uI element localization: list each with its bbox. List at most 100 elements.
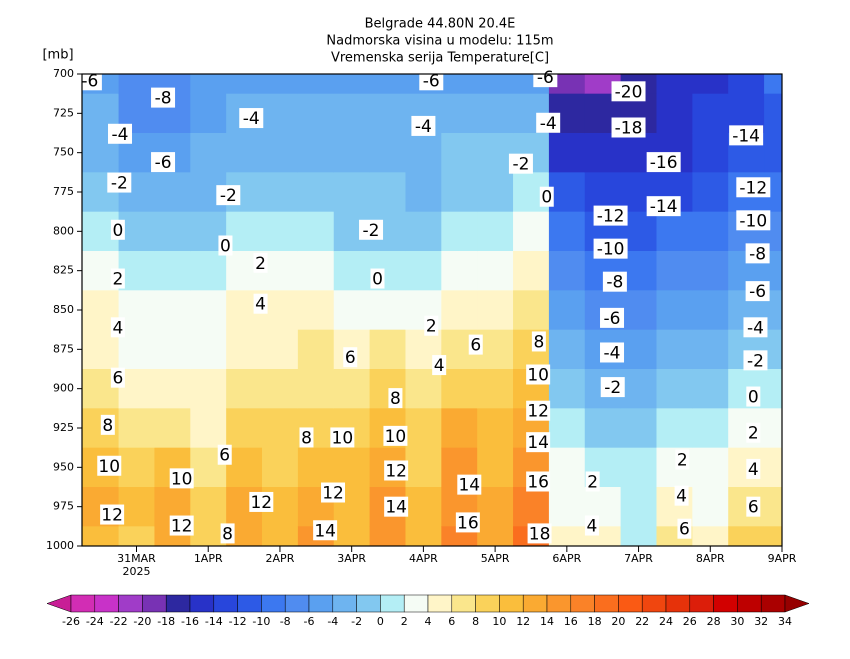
field-cell	[226, 133, 263, 173]
field-cell	[584, 133, 622, 173]
contour-label-bg	[746, 422, 761, 443]
field-cell	[620, 408, 657, 449]
contour-label-bg	[253, 252, 268, 273]
contour-label-bg	[526, 400, 551, 421]
contour-label: 2	[748, 424, 759, 444]
colorbar-box	[737, 594, 762, 613]
colorbar-box	[332, 594, 357, 613]
contour-label: 2	[426, 317, 437, 337]
field-cell	[405, 133, 442, 173]
contour-label: 16	[527, 472, 549, 492]
colorbar-box	[713, 594, 738, 613]
contour-label-bg	[321, 482, 346, 503]
field-cell	[477, 408, 514, 449]
contour-label: 10	[171, 469, 193, 489]
contour-label-bg	[539, 186, 554, 207]
contour-label-bg	[743, 350, 768, 371]
contour-label: -4	[604, 343, 621, 363]
field-cell	[656, 211, 693, 252]
contour-label: 12	[250, 493, 272, 513]
field-cell	[513, 211, 550, 252]
contour-label-bg	[736, 177, 771, 198]
field-cell	[477, 526, 514, 547]
x-tick-label: 4APR	[409, 552, 438, 565]
contour-label: -2	[220, 186, 237, 206]
field-cell	[548, 133, 586, 173]
colorbar-label: -20	[133, 615, 151, 628]
field-cell	[441, 133, 478, 173]
contour-label: 8	[301, 428, 312, 448]
colorbar-box	[308, 594, 334, 613]
field-cell	[262, 526, 299, 547]
contour-label-bg	[151, 87, 176, 108]
colorbar-label: 8	[472, 615, 479, 628]
field-cell	[441, 251, 478, 291]
field-cell	[764, 487, 783, 527]
contour-label-bg	[531, 331, 546, 352]
contour-label-bg	[313, 520, 338, 541]
field-cell	[369, 133, 406, 173]
contour-label: -16	[650, 153, 678, 173]
field-cell	[369, 290, 406, 331]
field-cell	[620, 487, 657, 527]
field-cell	[190, 251, 227, 291]
field-cell	[262, 74, 299, 95]
field-cell	[297, 447, 335, 488]
field-cell	[118, 526, 155, 547]
field-cell	[297, 211, 335, 252]
field-cell	[190, 93, 227, 134]
field-cell	[154, 408, 191, 449]
colorbar-box	[475, 594, 500, 613]
contour-label: 4	[676, 487, 687, 507]
contour-label: 6	[345, 348, 356, 368]
field-cell	[764, 329, 783, 370]
colorbar-label: -4	[327, 615, 338, 628]
field-cell	[548, 74, 586, 95]
colorbar-box	[261, 594, 286, 613]
contour-label: -4	[415, 117, 432, 137]
field-cell	[297, 251, 335, 291]
field-cell	[548, 369, 586, 409]
field-cell	[764, 447, 783, 488]
field-cell	[764, 408, 783, 449]
field-cell	[548, 251, 586, 291]
contour-label-bg	[419, 70, 444, 91]
x-tick-label: 7APR	[624, 552, 653, 565]
colorbar-label: 6	[448, 615, 455, 628]
field-cell	[620, 290, 657, 331]
contour-label: 12	[527, 402, 549, 422]
colorbar-box	[94, 594, 119, 613]
field-cell	[333, 93, 371, 134]
field-cell	[190, 329, 227, 370]
field-cell	[118, 74, 155, 95]
field-cell	[369, 93, 406, 134]
colorbar-arrow	[784, 594, 810, 613]
contour-label-bg	[646, 196, 681, 217]
field-cell	[441, 211, 478, 252]
field-cell	[154, 172, 191, 213]
contour-label-bg	[330, 427, 355, 448]
field-cell	[692, 251, 729, 291]
contour-label: -20	[615, 82, 643, 102]
y-tick-label: 950	[53, 460, 74, 473]
contour-label: -4	[112, 125, 129, 145]
contour-label: 2	[677, 450, 688, 470]
colorbar-label: 2	[401, 615, 408, 628]
colorbar-box	[189, 594, 215, 613]
contour-label-bg	[600, 307, 625, 328]
y-tick-label: 875	[53, 342, 74, 355]
contour-label: 16	[457, 513, 479, 533]
field-cell	[728, 526, 765, 547]
field-cell	[226, 447, 263, 488]
field-cell	[477, 447, 514, 488]
colorbar-label: 0	[377, 615, 384, 628]
y-tick-label: 825	[53, 264, 74, 277]
field-cell	[190, 408, 227, 449]
contour-label: 14	[314, 521, 336, 541]
field-cell	[764, 74, 783, 95]
field-cell	[154, 290, 191, 331]
field-cell	[584, 172, 622, 213]
contour-label-bg	[384, 460, 409, 481]
field-cell	[297, 172, 335, 213]
